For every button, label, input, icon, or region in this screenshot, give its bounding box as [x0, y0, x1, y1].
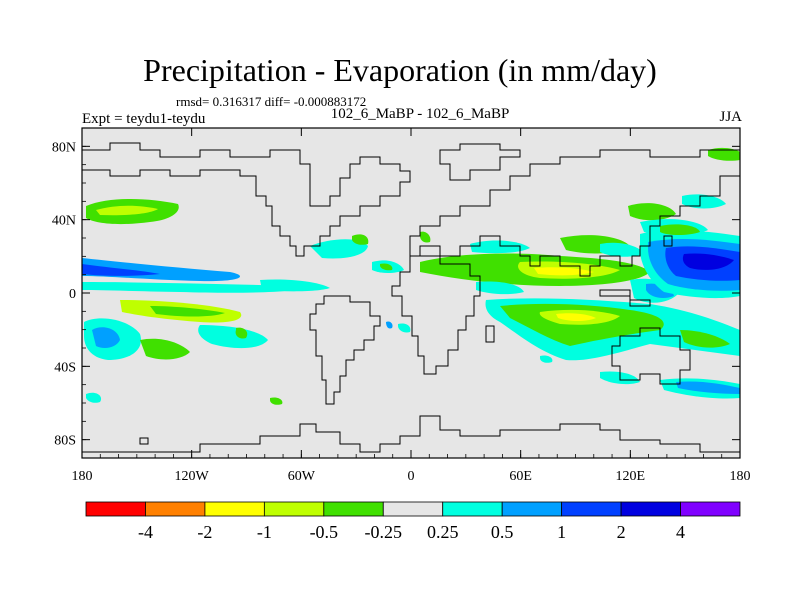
colorbar-box — [382, 501, 444, 517]
anomaly-field — [82, 147, 740, 405]
x-tick-label: 120E — [616, 469, 646, 484]
coastline-madagascar — [485, 325, 495, 343]
colorbar-label: 4 — [676, 522, 685, 542]
colorbar-label: -0.5 — [310, 522, 339, 542]
anomaly-patch — [380, 263, 393, 271]
anomaly-patch — [198, 325, 268, 349]
season-label: JJA — [719, 109, 742, 125]
colorbar-label: 1 — [557, 522, 566, 542]
y-tick-label: 0 — [69, 287, 76, 302]
anomaly-patch — [646, 283, 674, 298]
y-tick-label: 80N — [52, 140, 76, 155]
coastline-greenland — [439, 143, 521, 181]
anomaly-patch — [150, 306, 225, 317]
colorbar-label: 0.5 — [491, 522, 514, 542]
colorbar-box — [680, 501, 741, 517]
coastlines — [82, 142, 740, 453]
anomaly-patch — [398, 323, 411, 333]
anomaly-patch — [682, 194, 726, 209]
colorbar-label: -1 — [257, 522, 272, 542]
anomaly-patch — [682, 253, 734, 270]
anomaly-patch — [420, 231, 431, 243]
coastline-australia — [611, 327, 691, 385]
colorbar-box — [263, 501, 325, 517]
colorbar-box — [442, 501, 503, 517]
anomaly-patch — [82, 264, 160, 276]
anomaly-patch — [352, 234, 369, 245]
colorbar-label: 0.25 — [427, 522, 459, 542]
colorbar-box — [323, 501, 384, 517]
coastline-japan — [663, 235, 673, 247]
anomaly-patch — [310, 239, 368, 259]
coastline-south-america — [309, 295, 381, 405]
anomaly-patch — [600, 242, 644, 257]
anomaly-patch — [534, 267, 594, 276]
x-tick-label: 120W — [175, 469, 210, 484]
cases-label: 102_6_MaBP - 102_6_MaBP — [330, 106, 510, 122]
y-tick-label: 40S — [54, 360, 76, 375]
x-tick-label: 0 — [408, 469, 415, 484]
colorbar-label: -4 — [138, 522, 153, 542]
x-tick-label: 180 — [72, 469, 93, 484]
anomaly-patch — [676, 381, 740, 394]
colorbar-box — [85, 501, 146, 517]
coastline-antarctica — [82, 415, 740, 453]
colorbar-box — [145, 501, 206, 517]
chart-title: Precipitation - Evaporation (in mm/day) — [143, 52, 657, 88]
anomaly-patch — [540, 355, 553, 363]
anomaly-patch — [660, 224, 700, 235]
coastline-eurasia — [409, 149, 740, 277]
anomaly-patch — [680, 330, 730, 348]
colorbar-box — [620, 501, 681, 517]
anomaly-patch — [82, 282, 302, 293]
anomaly-patch — [96, 205, 158, 216]
anomaly-patch — [556, 313, 596, 321]
anomaly-patch — [86, 392, 102, 403]
coastline-small-island — [139, 437, 149, 445]
y-tick-label: 40N — [52, 214, 76, 229]
y-tick-label: 80S — [54, 434, 76, 449]
anomaly-patch — [260, 279, 330, 292]
experiment-label: Expt = teydu1-teydu — [82, 111, 206, 127]
anomaly-patch — [235, 327, 248, 339]
colorbar-box — [501, 501, 563, 517]
coastline-north-america — [82, 142, 411, 257]
coastline-africa — [391, 255, 481, 375]
coastline-southeast-asia — [599, 289, 651, 307]
colorbar-label: 2 — [617, 522, 626, 542]
x-tick-label: 180 — [730, 469, 751, 484]
anomaly-patch — [92, 327, 120, 348]
x-tick-label: 60W — [288, 469, 316, 484]
colorbar-label: -2 — [197, 522, 212, 542]
anomaly-patch — [140, 338, 190, 360]
anomaly-patch — [708, 147, 740, 161]
colorbar-label: -0.25 — [365, 522, 403, 542]
anomaly-patch — [476, 281, 524, 295]
anomaly-patch — [270, 397, 283, 405]
anomaly-patch — [386, 321, 393, 329]
stats-line: rmsd= 0.316317 diff= -0.000883172 — [176, 94, 367, 109]
x-tick-label: 60E — [509, 469, 532, 484]
colorbar-box — [561, 501, 622, 517]
colorbar-box — [204, 501, 265, 517]
anomaly-patch — [470, 240, 530, 254]
